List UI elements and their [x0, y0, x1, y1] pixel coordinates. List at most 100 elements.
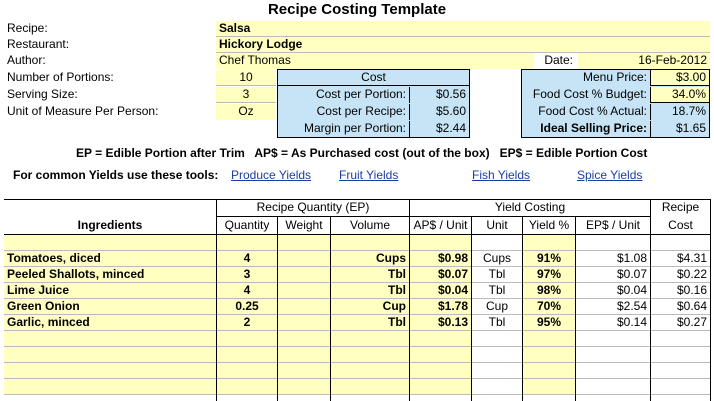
produce-yields-link[interactable]: Produce Yields	[231, 168, 312, 182]
restaurant-field[interactable]: Hickory Lodge	[216, 37, 710, 53]
quantity-field[interactable]: 4	[217, 283, 277, 299]
recipe-label: Recipe:	[7, 21, 48, 35]
yield-field[interactable]: 98%	[523, 283, 575, 299]
yield-field[interactable]	[523, 235, 575, 251]
col-divider	[330, 216, 331, 401]
yield-field[interactable]	[523, 363, 575, 379]
volume-field[interactable]	[331, 235, 409, 251]
yield-field[interactable]: 91%	[523, 251, 575, 267]
portions-field[interactable]: 10	[216, 70, 276, 86]
menu-price-field[interactable]: $3.00	[650, 70, 709, 86]
group-recipe-header: Recipe	[661, 200, 700, 214]
weight-field[interactable]	[278, 331, 330, 347]
ingredient-name[interactable]: Tomatoes, diced	[4, 251, 216, 267]
col-divider	[216, 199, 217, 401]
budget-field[interactable]: 34.0%	[650, 87, 709, 103]
recipe-field[interactable]: Salsa	[216, 21, 710, 37]
col-divider	[522, 216, 523, 401]
date-field[interactable]: 16-Feb-2012	[578, 53, 710, 69]
col-yield: Yield %	[528, 218, 570, 232]
yield-field[interactable]: 95%	[523, 315, 575, 331]
author-label: Author:	[7, 53, 46, 67]
quantity-field[interactable]	[217, 347, 277, 363]
cost-value	[651, 363, 710, 379]
quantity-field[interactable]	[217, 363, 277, 379]
quantity-field[interactable]	[217, 331, 277, 347]
unit-value: Tbl	[472, 283, 522, 299]
ingredient-name[interactable]	[4, 331, 216, 347]
margin-value: $2.44	[409, 121, 469, 137]
ingredient-name[interactable]	[4, 363, 216, 379]
weight-field[interactable]	[278, 251, 330, 267]
ap-unit-field[interactable]	[410, 379, 471, 395]
quantity-field[interactable]: 4	[217, 251, 277, 267]
ap-unit-field[interactable]: $0.04	[410, 283, 471, 299]
volume-field[interactable]: Cups	[331, 251, 409, 267]
weight-field[interactable]	[278, 347, 330, 363]
yield-field[interactable]: 97%	[523, 267, 575, 283]
uom-label: Unit of Measure Per Person:	[7, 104, 159, 118]
ap-unit-field[interactable]: $0.98	[410, 251, 471, 267]
weight-field[interactable]	[278, 283, 330, 299]
col-ep-unit: EP$ / Unit	[585, 218, 641, 232]
ap-unit-field[interactable]: $0.07	[410, 267, 471, 283]
quantity-field[interactable]: 3	[217, 267, 277, 283]
quantity-field[interactable]: 0.25	[217, 299, 277, 315]
unit-value: Tbl	[472, 315, 522, 331]
ap-unit-field[interactable]	[410, 235, 471, 251]
unit-value	[472, 331, 522, 347]
ingredient-name[interactable]	[4, 379, 216, 395]
col-divider	[575, 216, 576, 401]
yield-field[interactable]	[523, 331, 575, 347]
cost-value	[651, 235, 710, 251]
menu-price-label: Menu Price:	[582, 70, 647, 84]
ingredient-name[interactable]: Green Onion	[4, 299, 216, 315]
ap-unit-field[interactable]: $0.13	[410, 315, 471, 331]
volume-field[interactable]	[331, 363, 409, 379]
ap-unit-field[interactable]	[410, 347, 471, 363]
volume-field[interactable]: Tbl	[331, 315, 409, 331]
budget-label: Food Cost % Budget:	[532, 87, 647, 101]
weight-field[interactable]	[278, 315, 330, 331]
ingredient-name[interactable]	[4, 235, 216, 251]
col-divider	[277, 216, 278, 401]
quantity-field[interactable]	[217, 379, 277, 395]
quantity-field[interactable]	[217, 235, 277, 251]
volume-field[interactable]	[331, 347, 409, 363]
weight-field[interactable]	[278, 299, 330, 315]
fruit-yields-link[interactable]: Fruit Yields	[339, 168, 399, 182]
ingredient-name[interactable]: Peeled Shallots, minced	[4, 267, 216, 283]
weight-field[interactable]	[278, 379, 330, 395]
yield-field[interactable]: 70%	[523, 299, 575, 315]
serving-field[interactable]: 3	[216, 87, 276, 103]
ingredient-name[interactable]: Lime Juice	[4, 283, 216, 299]
cost-value: $0.16	[651, 283, 710, 299]
volume-field[interactable]	[331, 331, 409, 347]
spice-yields-link[interactable]: Spice Yields	[577, 168, 643, 182]
ap-unit-field[interactable]	[410, 331, 471, 347]
ap-unit-field[interactable]: $1.78	[410, 299, 471, 315]
volume-field[interactable]	[331, 379, 409, 395]
weight-field[interactable]	[278, 235, 330, 251]
uom-field[interactable]: Oz	[216, 104, 276, 120]
ep-unit-value	[576, 331, 650, 347]
ideal-label: Ideal Selling Price:	[540, 121, 647, 135]
ingredient-name[interactable]	[4, 347, 216, 363]
quantity-field[interactable]: 2	[217, 315, 277, 331]
author-field[interactable]: Chef Thomas	[216, 53, 534, 69]
yield-field[interactable]	[523, 379, 575, 395]
volume-field[interactable]: Cup	[331, 299, 409, 315]
weight-field[interactable]	[278, 267, 330, 283]
weight-field[interactable]	[278, 363, 330, 379]
cost-per-portion-label: Cost per Portion:	[315, 87, 406, 101]
ap-unit-field[interactable]	[410, 363, 471, 379]
fish-yields-link[interactable]: Fish Yields	[472, 168, 531, 182]
actual-label: Food Cost % Actual:	[538, 104, 647, 118]
ingredient-name[interactable]: Garlic, minced	[4, 315, 216, 331]
col-unit: Unit	[486, 218, 508, 232]
volume-field[interactable]: Tbl	[331, 283, 409, 299]
volume-field[interactable]: Tbl	[331, 267, 409, 283]
yield-field[interactable]	[523, 347, 575, 363]
unit-value	[472, 379, 522, 395]
col-divider	[650, 199, 651, 401]
